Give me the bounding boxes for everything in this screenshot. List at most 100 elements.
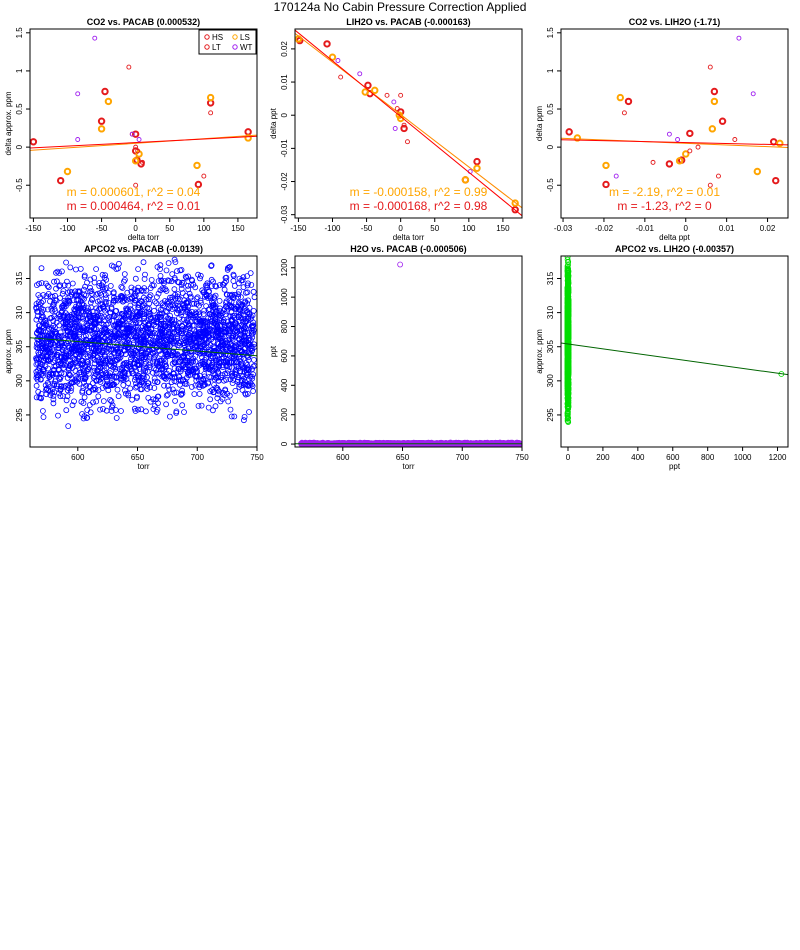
data-point — [48, 340, 54, 346]
data-point — [97, 378, 104, 385]
data-point — [155, 278, 162, 284]
fit-annotation: m = 0.000601, r^2 = 0.04 — [67, 185, 201, 199]
chart-title: H2O vs. PACAB (-0.000506) — [350, 244, 466, 254]
data-point — [45, 387, 52, 394]
data-point — [49, 386, 56, 393]
data-point — [120, 311, 127, 318]
data-point — [337, 440, 343, 447]
data-point-ls — [206, 93, 215, 102]
data-point — [45, 356, 52, 363]
data-point — [113, 379, 120, 385]
data-point-ls — [371, 86, 379, 95]
data-point — [103, 332, 110, 339]
data-point-hs — [718, 117, 727, 125]
data-point — [99, 284, 106, 291]
data-point — [118, 331, 125, 338]
data-point-ls — [63, 167, 72, 176]
data-point-hs — [97, 117, 106, 125]
data-point — [156, 337, 162, 344]
data-point — [106, 299, 112, 306]
data-point — [101, 351, 108, 358]
chart-panel-4: APCO2 vs. PACAB (-0.0139)600 650 700 750tor… — [4, 244, 264, 471]
data-point — [507, 441, 514, 447]
data-point — [157, 262, 164, 269]
data-point — [172, 259, 179, 266]
data-point — [144, 382, 151, 389]
data-point — [193, 365, 200, 372]
data-point — [86, 370, 92, 377]
data-point — [69, 402, 76, 409]
data-point — [223, 278, 230, 285]
data-point — [133, 383, 140, 390]
data-point — [38, 343, 45, 350]
data-point — [231, 314, 238, 321]
data-point — [99, 271, 106, 278]
data-point — [125, 392, 132, 399]
data-point — [96, 377, 102, 384]
data-point — [169, 294, 176, 301]
y-tick-label: 0 — [546, 144, 555, 149]
data-point — [156, 331, 163, 338]
data-point — [122, 387, 128, 394]
data-point — [106, 355, 113, 362]
data-point — [66, 371, 73, 378]
data-point — [171, 286, 178, 293]
data-point — [132, 323, 139, 330]
data-point-lt — [201, 173, 207, 179]
data-point — [112, 365, 119, 372]
data-point — [51, 299, 57, 306]
data-point — [103, 321, 110, 328]
data-point — [175, 365, 182, 372]
data-point — [197, 275, 203, 282]
data-point — [115, 393, 122, 400]
data-point-hs — [565, 128, 573, 136]
data-point — [53, 381, 60, 388]
data-point — [72, 319, 78, 326]
data-point — [173, 409, 180, 416]
y-tick-label: 0.5 — [546, 103, 555, 115]
data-point — [57, 393, 64, 400]
data-point-wt — [736, 35, 742, 41]
data-point — [184, 357, 191, 364]
data-point-lt — [398, 92, 404, 98]
data-point — [111, 297, 117, 304]
data-point — [208, 276, 215, 283]
data-point — [61, 345, 68, 352]
data-point — [156, 338, 163, 345]
data-point — [143, 296, 150, 303]
data-point — [73, 266, 79, 273]
data-point — [46, 346, 52, 353]
data-point — [138, 352, 145, 359]
data-point — [224, 357, 231, 363]
data-point — [231, 413, 238, 420]
data-point — [86, 364, 93, 371]
data-point — [229, 373, 236, 380]
data-point — [161, 373, 168, 380]
data-point-ls — [753, 167, 762, 176]
data-point — [207, 311, 214, 318]
data-point — [68, 320, 75, 327]
plot-frame — [29, 255, 258, 448]
data-point — [162, 363, 169, 370]
data-point — [217, 358, 224, 365]
data-point — [244, 273, 251, 280]
y-tick-label: 0.01 — [280, 74, 289, 90]
data-point — [59, 290, 66, 297]
data-point — [51, 351, 57, 358]
data-point — [84, 321, 91, 328]
data-point — [53, 269, 59, 276]
data-point — [188, 357, 195, 364]
data-point — [171, 274, 178, 281]
data-point — [163, 287, 170, 294]
y-tick-label: 0 — [15, 144, 24, 149]
data-point — [176, 314, 183, 321]
data-point — [227, 341, 234, 348]
data-point-hs — [131, 130, 140, 138]
data-point — [149, 369, 156, 376]
data-point-lt — [394, 106, 400, 112]
data-point — [63, 407, 70, 414]
data-point — [206, 365, 212, 372]
data-point — [121, 374, 128, 381]
data-point — [191, 322, 198, 329]
y-tick-label: 295 — [15, 408, 24, 422]
